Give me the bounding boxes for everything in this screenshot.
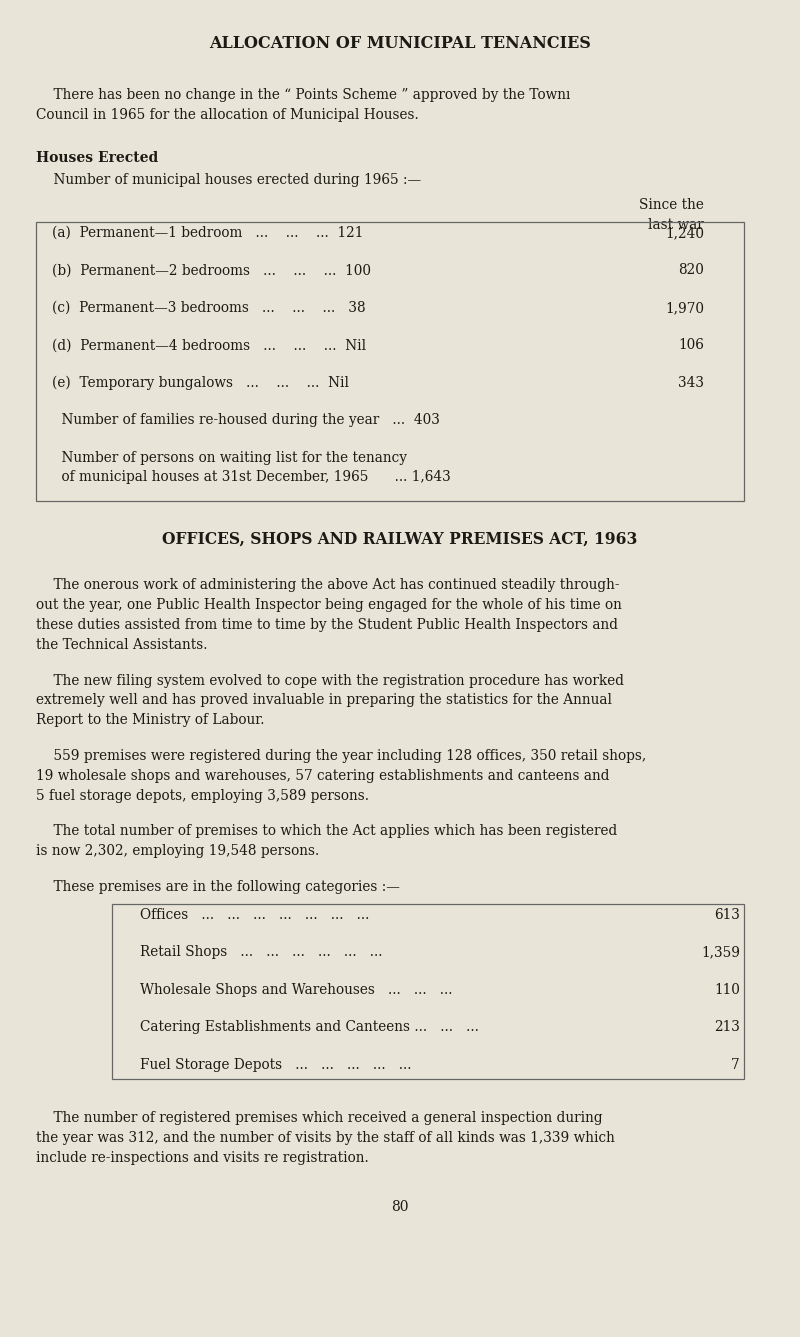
Text: 5 fuel storage depots, employing 3,589 persons.: 5 fuel storage depots, employing 3,589 p…: [36, 789, 369, 802]
Text: (e)  Temporary bungalows   ...    ...    ...  Nil: (e) Temporary bungalows ... ... ... Nil: [52, 376, 349, 390]
Text: 343: 343: [678, 376, 704, 389]
Text: The total number of premises to which the Act applies which has been registered: The total number of premises to which th…: [36, 825, 622, 838]
Text: last war: last war: [648, 218, 704, 231]
Text: 1,359: 1,359: [701, 945, 740, 959]
Text: 106: 106: [678, 338, 704, 352]
Text: The onerous work of administering the above Act has continued steadily through-: The onerous work of administering the ab…: [36, 579, 619, 592]
Text: 19 wholesale shops and warehouses, 57 catering establishments and canteens and: 19 wholesale shops and warehouses, 57 ca…: [36, 769, 614, 782]
Text: 80: 80: [391, 1199, 409, 1214]
Text: 1,240: 1,240: [665, 226, 704, 239]
Text: (b)  Permanent—2 bedrooms   ...    ...    ...  100: (b) Permanent—2 bedrooms ... ... ... 100: [52, 263, 371, 277]
Text: Number of families re-housed during the year   ...  403: Number of families re-housed during the …: [44, 413, 440, 427]
Text: These premises are in the following categories :—: These premises are in the following cate…: [36, 880, 400, 894]
Text: 559 premises were registered during the year including 128 offices, 350 retail s: 559 premises were registered during the …: [36, 749, 646, 763]
Text: Houses Erected: Houses Erected: [36, 151, 158, 164]
Text: 110: 110: [714, 983, 740, 996]
Text: include re-inspections and visits re registration.: include re-inspections and visits re reg…: [36, 1151, 369, 1165]
Text: 613: 613: [714, 908, 740, 921]
Text: these duties assisted from time to time by the Student Public Health Inspectors : these duties assisted from time to time …: [36, 618, 622, 632]
Text: 820: 820: [678, 263, 704, 277]
Text: the Technical Assistants.: the Technical Assistants.: [36, 638, 207, 651]
Text: 213: 213: [714, 1020, 740, 1034]
Text: Retail Shops   ...   ...   ...   ...   ...   ...: Retail Shops ... ... ... ... ... ...: [140, 945, 382, 959]
Text: of municipal houses at 31st December, 1965      ... 1,643: of municipal houses at 31st December, 19…: [44, 471, 450, 484]
Text: Wholesale Shops and Warehouses   ...   ...   ...: Wholesale Shops and Warehouses ... ... .…: [140, 983, 453, 996]
Text: Number of municipal houses erected during 1965 :—: Number of municipal houses erected durin…: [36, 172, 421, 187]
Text: (a)  Permanent—1 bedroom   ...    ...    ...  121: (a) Permanent—1 bedroom ... ... ... 121: [52, 226, 363, 239]
Text: extremely well and has proved invaluable in preparing the statistics for the Ann: extremely well and has proved invaluable…: [36, 694, 616, 707]
Text: Council in 1965 for the allocation of Municipal Houses.: Council in 1965 for the allocation of Mu…: [36, 108, 418, 122]
Text: ALLOCATION OF MUNICIPAL TENANCIES: ALLOCATION OF MUNICIPAL TENANCIES: [209, 35, 591, 52]
Text: 1,970: 1,970: [665, 301, 704, 314]
Text: is now 2,302, employing 19,548 persons.: is now 2,302, employing 19,548 persons.: [36, 844, 319, 858]
Text: Fuel Storage Depots   ...   ...   ...   ...   ...: Fuel Storage Depots ... ... ... ... ...: [140, 1058, 411, 1071]
Text: The new filing system evolved to cope with the registration procedure has worked: The new filing system evolved to cope wi…: [36, 674, 628, 687]
Text: There has been no change in the “ Points Scheme ” approved by the Townı: There has been no change in the “ Points…: [36, 88, 570, 102]
Text: Since the: Since the: [639, 198, 704, 213]
Text: the year was 312, and the number of visits by the staff of all kinds was 1,339 w: the year was 312, and the number of visi…: [36, 1131, 615, 1144]
Text: 7: 7: [731, 1058, 740, 1071]
Text: The number of registered premises which received a general inspection during: The number of registered premises which …: [36, 1111, 602, 1124]
Text: Offices   ...   ...   ...   ...   ...   ...   ...: Offices ... ... ... ... ... ... ...: [140, 908, 370, 921]
Text: Number of persons on waiting list for the tenancy: Number of persons on waiting list for th…: [44, 451, 407, 464]
Text: (d)  Permanent—4 bedrooms   ...    ...    ...  Nil: (d) Permanent—4 bedrooms ... ... ... Nil: [52, 338, 366, 352]
Text: out the year, one Public Health Inspector being engaged for the whole of his tim: out the year, one Public Health Inspecto…: [36, 598, 622, 612]
Text: Report to the Ministry of Labour.: Report to the Ministry of Labour.: [36, 713, 265, 727]
Text: Catering Establishments and Canteens ...   ...   ...: Catering Establishments and Canteens ...…: [140, 1020, 479, 1034]
Text: (c)  Permanent—3 bedrooms   ...    ...    ...   38: (c) Permanent—3 bedrooms ... ... ... 38: [52, 301, 366, 314]
Text: OFFICES, SHOPS AND RAILWAY PREMISES ACT, 1963: OFFICES, SHOPS AND RAILWAY PREMISES ACT,…: [162, 531, 638, 547]
